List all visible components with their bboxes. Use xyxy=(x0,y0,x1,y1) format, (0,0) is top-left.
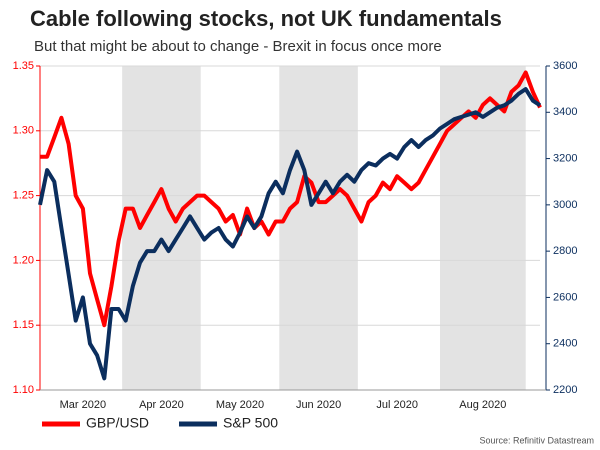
y-tick-label: 1.15 xyxy=(13,319,34,331)
x-tick-label: Apr 2020 xyxy=(139,399,184,411)
chart-subtitle: But that might be about to change - Brex… xyxy=(34,38,442,55)
source-note: Source: Refinitiv Datastream xyxy=(479,435,594,445)
x-tick-label: Jun 2020 xyxy=(296,399,341,411)
y2-tick-label: 3000 xyxy=(553,199,577,211)
y2-tick-label: 3200 xyxy=(553,152,577,164)
legend-label: GBP/USD xyxy=(86,415,149,431)
x-tick-label: May 2020 xyxy=(216,399,264,411)
y-tick-label: 1.10 xyxy=(13,384,34,396)
month-band xyxy=(122,66,201,390)
y-tick-label: 1.25 xyxy=(13,190,34,202)
series-line xyxy=(38,87,542,381)
x-tick-label: Aug 2020 xyxy=(459,399,506,411)
y2-tick-label: 2400 xyxy=(553,338,577,350)
x-tick-label: Jul 2020 xyxy=(376,399,418,411)
series-line xyxy=(40,70,542,328)
x-tick-label: Mar 2020 xyxy=(60,399,106,411)
y-tick-label: 1.20 xyxy=(13,254,34,266)
y-tick-label: 1.35 xyxy=(13,60,34,72)
y2-tick-label: 3600 xyxy=(553,60,577,72)
chart-title: Cable following stocks, not UK fundament… xyxy=(30,6,502,31)
y-tick-label: 1.30 xyxy=(13,125,34,137)
y2-tick-label: 2800 xyxy=(553,245,577,257)
y2-tick-label: 2600 xyxy=(553,291,577,303)
y2-tick-label: 3400 xyxy=(553,106,577,118)
month-band xyxy=(279,66,358,390)
legend-label: S&P 500 xyxy=(223,415,278,431)
y2-tick-label: 2200 xyxy=(553,384,577,396)
